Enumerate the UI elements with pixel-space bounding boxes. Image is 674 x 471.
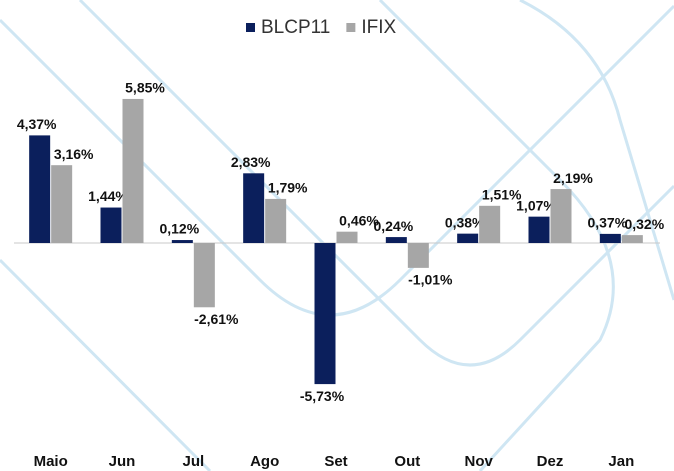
- bar: [314, 243, 336, 385]
- data-label: 0,24%: [373, 218, 413, 234]
- data-label: 3,16%: [54, 146, 94, 162]
- data-label: 1,44%: [88, 188, 128, 204]
- x-tick-label: Ago: [250, 453, 279, 470]
- bar: [243, 173, 265, 243]
- data-label: 5,85%: [125, 80, 165, 96]
- bar: [621, 235, 643, 243]
- data-label: 0,37%: [587, 215, 627, 231]
- legend-label: IFIX: [361, 17, 396, 38]
- legend-swatch: [346, 23, 356, 32]
- bar: [407, 243, 429, 268]
- data-label: 1,79%: [268, 180, 308, 196]
- data-label: 2,83%: [231, 154, 271, 170]
- data-label: 0,32%: [624, 216, 664, 232]
- data-label: -1,01%: [408, 272, 453, 288]
- data-label: 2,19%: [553, 170, 593, 186]
- bar: [599, 233, 621, 243]
- bar: [51, 165, 73, 243]
- legend-label: BLCP11: [261, 17, 330, 38]
- data-label: -2,61%: [194, 311, 239, 327]
- x-tick-label: Jan: [608, 453, 634, 470]
- data-label: 1,51%: [482, 187, 522, 203]
- legend-swatch: [246, 23, 255, 32]
- bar: [122, 98, 144, 243]
- data-label: -5,73%: [300, 388, 345, 404]
- data-label: 0,12%: [159, 221, 199, 237]
- bar: [265, 198, 287, 243]
- bar: [100, 207, 122, 243]
- bar: [479, 205, 501, 243]
- bar: [385, 237, 407, 243]
- bar: [457, 233, 479, 243]
- bar: [550, 189, 572, 243]
- data-label: 0,46%: [339, 212, 379, 228]
- bar: [171, 240, 193, 243]
- x-tick-label: Set: [324, 453, 347, 470]
- data-label: 0,38%: [445, 214, 485, 230]
- x-tick-label: Maio: [34, 453, 68, 470]
- bar: [193, 243, 215, 308]
- bar: [528, 216, 550, 243]
- data-label: 4,37%: [17, 116, 57, 132]
- x-tick-label: Dez: [537, 453, 564, 470]
- bar: [336, 231, 358, 243]
- bar: [29, 135, 51, 243]
- x-tick-label: Out: [394, 453, 420, 470]
- data-label: 1,07%: [516, 197, 556, 213]
- x-tick-label: Jul: [182, 453, 204, 470]
- x-tick-label: Nov: [464, 453, 493, 470]
- x-tick-label: Jun: [109, 453, 136, 470]
